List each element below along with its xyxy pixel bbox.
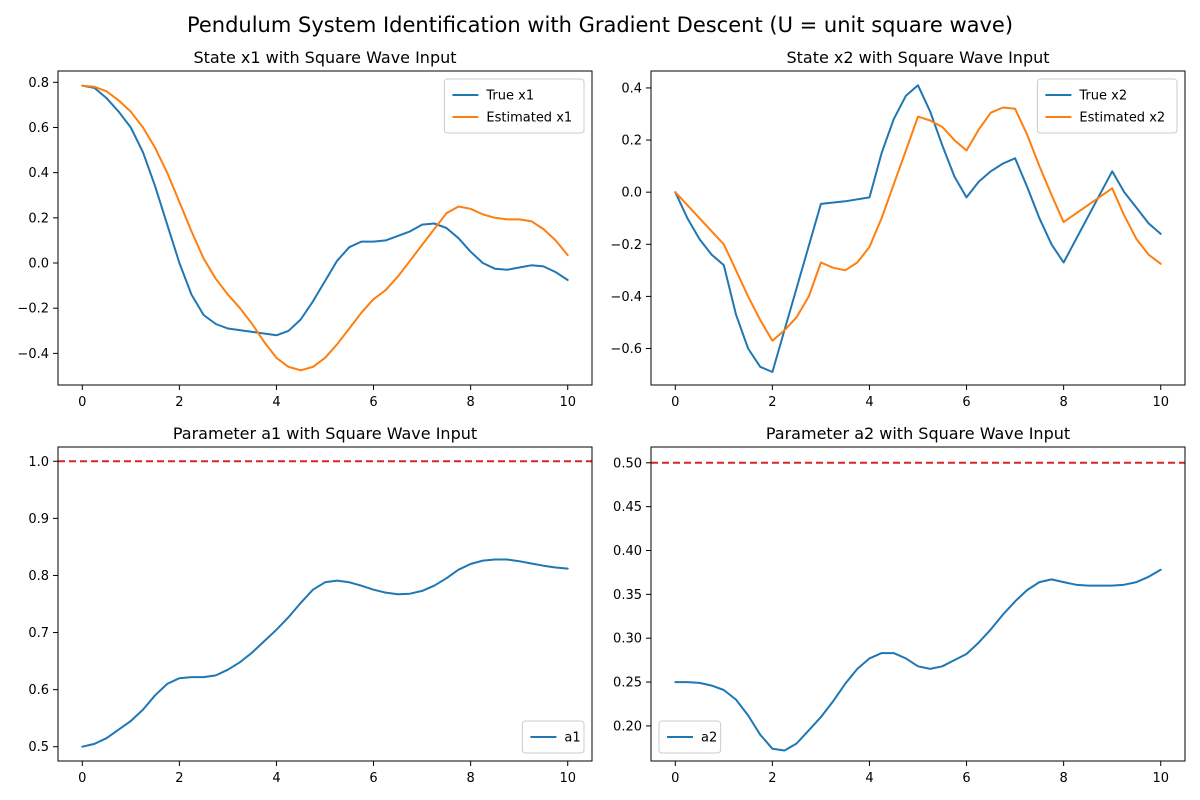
x-tick-label: 2 — [768, 771, 776, 786]
legend-label: Estimated x2 — [1079, 111, 1165, 126]
x-tick-label: 2 — [175, 395, 183, 410]
x-tick-label: 10 — [1152, 395, 1169, 410]
figure-suptitle: Pendulum System Identification with Grad… — [187, 13, 1013, 37]
y-tick-label: 0.45 — [613, 500, 642, 515]
y-tick-label: 0.20 — [613, 719, 642, 734]
y-tick-label: 0.9 — [28, 512, 49, 527]
x-tick-label: 0 — [78, 395, 86, 410]
x-tick-label: 8 — [466, 395, 474, 410]
axes-frame — [650, 70, 1186, 386]
y-tick-label: −0.6 — [610, 342, 642, 357]
axes-frame — [57, 446, 593, 762]
subplot-state-x1: State x1 with Square Wave Input 0 2 4 6 8 10 −0… — [17, 48, 593, 410]
y-tick-label: 0.6 — [28, 121, 49, 136]
x-tick-label: 6 — [962, 771, 970, 786]
series-line-a1 — [81, 558, 569, 748]
y-tick-label: 0.2 — [28, 211, 49, 226]
y-tick-label: −0.4 — [610, 290, 642, 305]
y-tick-label: 0.8 — [28, 76, 49, 91]
y-tick-label: 0.4 — [28, 166, 49, 181]
x-tick-label: 4 — [865, 395, 873, 410]
x-tick-label: 6 — [369, 771, 377, 786]
x-tick-label: 0 — [78, 771, 86, 786]
x-tick-label: 10 — [559, 395, 576, 410]
legend: True x1 Estimated x1 — [443, 78, 585, 134]
y-tick-label: 0.7 — [28, 626, 49, 641]
x-tick-label: 8 — [1059, 771, 1067, 786]
series-line-estimated-x1 — [81, 84, 569, 372]
y-tick-label: 0.50 — [613, 456, 642, 471]
subplot-state-x2: State x2 with Square Wave Input 0 2 4 6 8 10 −0… — [610, 48, 1186, 410]
legend: a1 — [521, 720, 585, 754]
x-tick-label: 10 — [1152, 771, 1169, 786]
y-tick-label: 0.0 — [621, 186, 642, 201]
subplot-title: State x2 with Square Wave Input — [786, 48, 1049, 67]
y-tick-label: 0.30 — [613, 632, 642, 647]
y-tick-label: −0.4 — [17, 347, 49, 362]
legend-box — [443, 78, 585, 134]
y-tick-label: 1.0 — [28, 455, 49, 470]
series-line-a2 — [674, 568, 1162, 752]
y-tick-label: 0.35 — [613, 588, 642, 603]
x-tick-label: 6 — [369, 395, 377, 410]
x-tick-label: 2 — [175, 771, 183, 786]
series-line-estimated-x2 — [674, 106, 1162, 342]
x-tick-label: 8 — [1059, 395, 1067, 410]
legend-label: a1 — [564, 731, 580, 746]
y-tick-label: 0.25 — [613, 676, 642, 691]
x-tick-label: 0 — [671, 395, 679, 410]
y-tick-label: 0.0 — [28, 257, 49, 272]
y-tick-label: 0.40 — [613, 544, 642, 559]
x-tick-label: 4 — [865, 771, 873, 786]
axes-frame — [57, 70, 593, 386]
y-tick-label: −0.2 — [17, 302, 49, 317]
x-tick-label: 8 — [466, 771, 474, 786]
subplot-parameter-a1: Parameter a1 with Square Wave Input 0 2 4 6 8… — [28, 424, 593, 786]
axes-frame — [650, 446, 1186, 762]
x-tick-label: 2 — [768, 395, 776, 410]
subplot-title: State x1 with Square Wave Input — [193, 48, 456, 67]
legend: True x2 Estimated x2 — [1036, 78, 1178, 134]
x-tick-label: 0 — [671, 771, 679, 786]
series-line-true-x1 — [81, 84, 569, 337]
subplot-parameter-a2: Parameter a2 with Square Wave Input 0 2 4 6 8… — [613, 424, 1186, 786]
legend-label: True x2 — [1078, 89, 1127, 104]
y-tick-label: 0.6 — [28, 683, 49, 698]
legend-label: True x1 — [485, 89, 534, 104]
y-tick-label: 0.2 — [621, 134, 642, 149]
x-tick-label: 4 — [272, 395, 280, 410]
y-tick-label: 0.8 — [28, 569, 49, 584]
x-tick-label: 10 — [559, 771, 576, 786]
legend-label: a2 — [701, 731, 717, 746]
subplot-title: Parameter a2 with Square Wave Input — [766, 424, 1070, 443]
x-tick-label: 6 — [962, 395, 970, 410]
legend-box — [1036, 78, 1178, 134]
y-tick-label: 0.5 — [28, 740, 49, 755]
y-tick-label: −0.2 — [610, 238, 642, 253]
series-line-true-x2 — [674, 84, 1162, 373]
y-tick-label: 0.4 — [621, 81, 642, 96]
subplot-title: Parameter a1 with Square Wave Input — [173, 424, 477, 443]
legend: a2 — [658, 720, 722, 754]
x-tick-label: 4 — [272, 771, 280, 786]
legend-label: Estimated x1 — [486, 111, 572, 126]
